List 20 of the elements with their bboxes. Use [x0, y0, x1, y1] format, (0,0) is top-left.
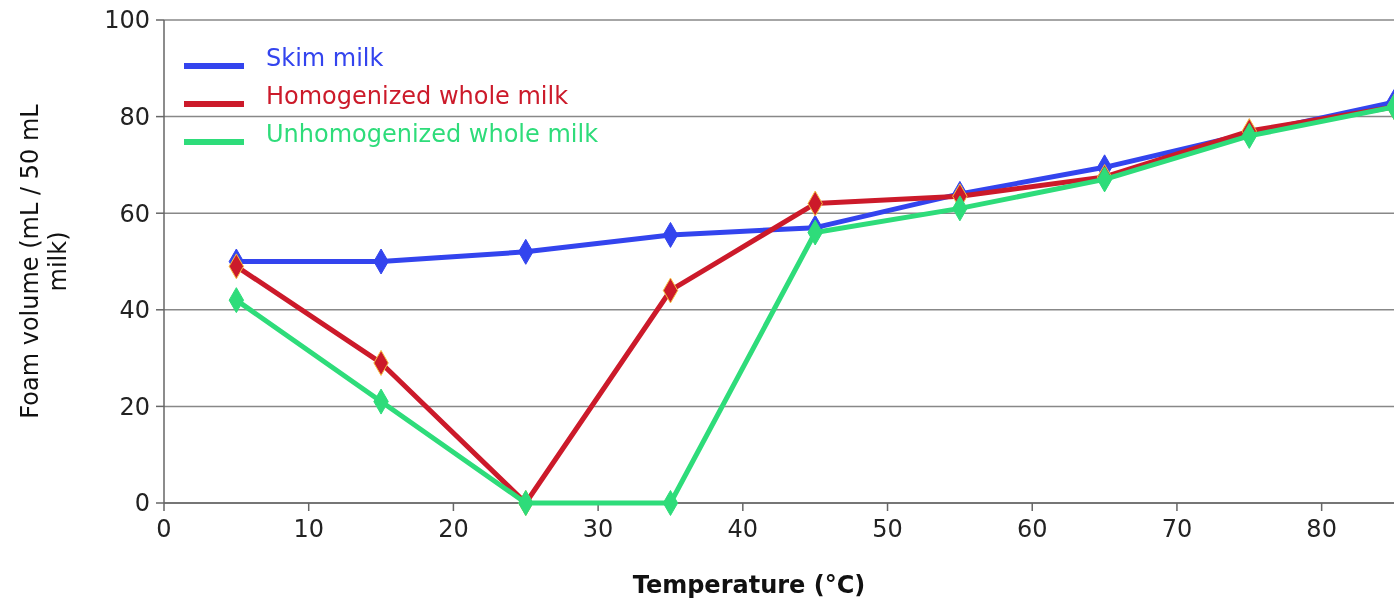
x-tick-label: 0 [156, 515, 172, 543]
x-tick-label: 10 [293, 515, 324, 543]
legend-label: Homogenized whole milk [266, 82, 569, 111]
x-tick-label: 50 [872, 515, 903, 543]
x-tick-label: 20 [438, 515, 469, 543]
y-axis-title: Foam volume (mL / 50 mL milk) [16, 103, 72, 419]
x-tick-label: 60 [1016, 515, 1048, 543]
x-tick-label: 30 [582, 515, 614, 543]
x-tick-label: 80 [1306, 515, 1337, 543]
y-tick-label: 60 [119, 199, 150, 228]
y-tick-label: 0 [134, 489, 150, 518]
y-tick-label: 80 [119, 103, 150, 131]
y-tick-label: 20 [119, 392, 150, 421]
x-tick-label: 70 [1161, 515, 1193, 543]
x-tick-label: 40 [727, 515, 759, 543]
legend-label: Unhomogenized whole milk [266, 120, 599, 149]
y-tick-label: 40 [119, 296, 150, 325]
x-axis-title: Temperature (°C) [632, 571, 866, 599]
y-tick-label: 100 [104, 6, 150, 35]
legend-label: Skim milk [266, 44, 384, 73]
